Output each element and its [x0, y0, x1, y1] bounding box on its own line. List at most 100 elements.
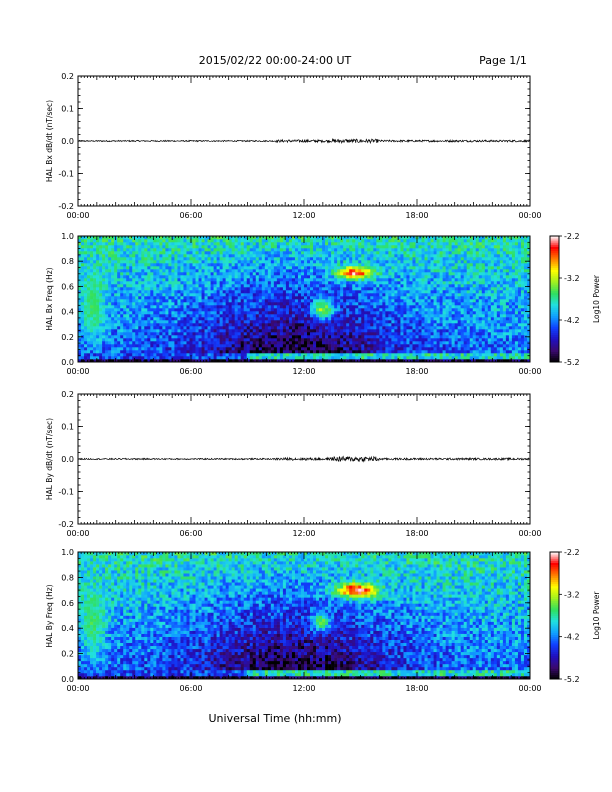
heatmap-cell [291, 326, 296, 330]
heatmap-cell [364, 314, 368, 318]
heatmap-cell [397, 302, 401, 306]
heatmap-cell [207, 344, 211, 348]
heatmap-cell [361, 326, 365, 330]
heatmap-cell [78, 338, 82, 342]
heatmap-cell [331, 308, 335, 312]
heatmap-cell [132, 245, 136, 249]
heatmap-cell [201, 341, 205, 345]
heatmap-cell [156, 284, 160, 288]
heatmap-cell [297, 320, 302, 324]
heatmap-cell [352, 302, 356, 306]
heatmap-cell [78, 323, 82, 327]
heatmap-cell [370, 248, 374, 252]
heatmap-cell [96, 299, 100, 303]
heatmap-cell [397, 269, 401, 273]
heatmap-cell [147, 299, 151, 303]
heatmap-cell [300, 329, 305, 333]
heatmap-cell [300, 356, 305, 360]
heatmap-cell [84, 305, 88, 309]
heatmap-cell [400, 296, 404, 300]
heatmap-cell [195, 344, 199, 348]
heatmap-cell [394, 305, 398, 309]
heatmap-cell [108, 272, 112, 276]
heatmap-cell [234, 263, 238, 267]
heatmap-cell [162, 257, 166, 261]
heatmap-cell [297, 323, 302, 327]
heatmap-cell [310, 239, 314, 243]
heatmap-cell [150, 347, 154, 351]
heatmap-cell [129, 320, 133, 324]
heatmap-cell [304, 299, 308, 303]
heatmap-cell [225, 236, 229, 240]
heatmap-cell [84, 353, 88, 357]
heatmap-cell [409, 347, 413, 351]
heatmap-cell [258, 323, 263, 327]
heatmap-cell [276, 335, 281, 339]
heatmap-cell [331, 245, 335, 249]
heatmap-cell [219, 260, 223, 264]
heatmap-cell [352, 353, 356, 357]
heatmap-cell [361, 353, 365, 357]
heatmap-cell [141, 332, 145, 336]
heatmap-cell [216, 275, 220, 279]
heatmap-cell [78, 341, 82, 345]
heatmap-cell [358, 353, 362, 357]
heatmap-cell [132, 275, 136, 279]
heatmap-cell [231, 257, 235, 261]
heatmap-cell [346, 305, 350, 309]
heatmap-cell [147, 323, 151, 327]
heatmap-cell [337, 284, 341, 288]
heatmap-cell [258, 299, 263, 303]
heatmap-cell [78, 275, 82, 279]
heatmap-cell [346, 251, 350, 255]
heatmap-cell [78, 317, 82, 321]
heatmap-cell [192, 350, 196, 354]
heatmap-cell [388, 305, 392, 309]
heatmap-cell [213, 287, 217, 291]
heatmap-cell [114, 308, 118, 312]
heatmap-cell [376, 251, 380, 255]
heatmap-cell [207, 347, 211, 351]
heatmap-cell [195, 311, 199, 315]
heatmap-cell [84, 245, 88, 249]
heatmap-cell [243, 281, 248, 285]
heatmap-cell [270, 275, 275, 279]
heatmap-cell [373, 281, 377, 285]
heatmap-cell [270, 296, 275, 300]
heatmap-cell [135, 242, 139, 246]
heatmap-cell [325, 260, 329, 264]
heatmap-cell [138, 356, 142, 360]
heatmap-cell [102, 266, 106, 270]
heatmap-cell [364, 341, 368, 345]
heatmap-cell [225, 269, 229, 273]
heatmap-cell [237, 359, 242, 363]
heatmap-cell [252, 257, 257, 261]
heatmap-cell [141, 242, 145, 246]
heatmap-cell [129, 275, 133, 279]
heatmap-cell [132, 320, 136, 324]
heatmap-cell [195, 254, 199, 258]
heatmap-cell [255, 308, 260, 312]
heatmap-cell [198, 323, 202, 327]
heatmap-cell [213, 266, 217, 270]
heatmap-cell [183, 284, 187, 288]
heatmap-cell [237, 275, 242, 279]
heatmap-cell [93, 281, 97, 285]
heatmap-cell [162, 314, 166, 318]
heatmap-cell [165, 236, 169, 240]
heatmap-cell [84, 323, 88, 327]
heatmap-cell [252, 260, 257, 264]
heatmap-cell [147, 248, 151, 252]
heatmap-cell [198, 290, 202, 294]
heatmap-cell [316, 341, 320, 345]
heatmap-cell [108, 311, 112, 315]
heatmap-cell [249, 251, 254, 255]
heatmap-cell [111, 299, 115, 303]
heatmap-cell [294, 356, 299, 360]
heatmap-cell [364, 284, 368, 288]
heatmap-cell [186, 278, 190, 282]
heatmap-cell [243, 290, 248, 294]
heatmap-cell [102, 314, 106, 318]
heatmap-cell [132, 248, 136, 252]
heatmap-cell [237, 317, 242, 321]
